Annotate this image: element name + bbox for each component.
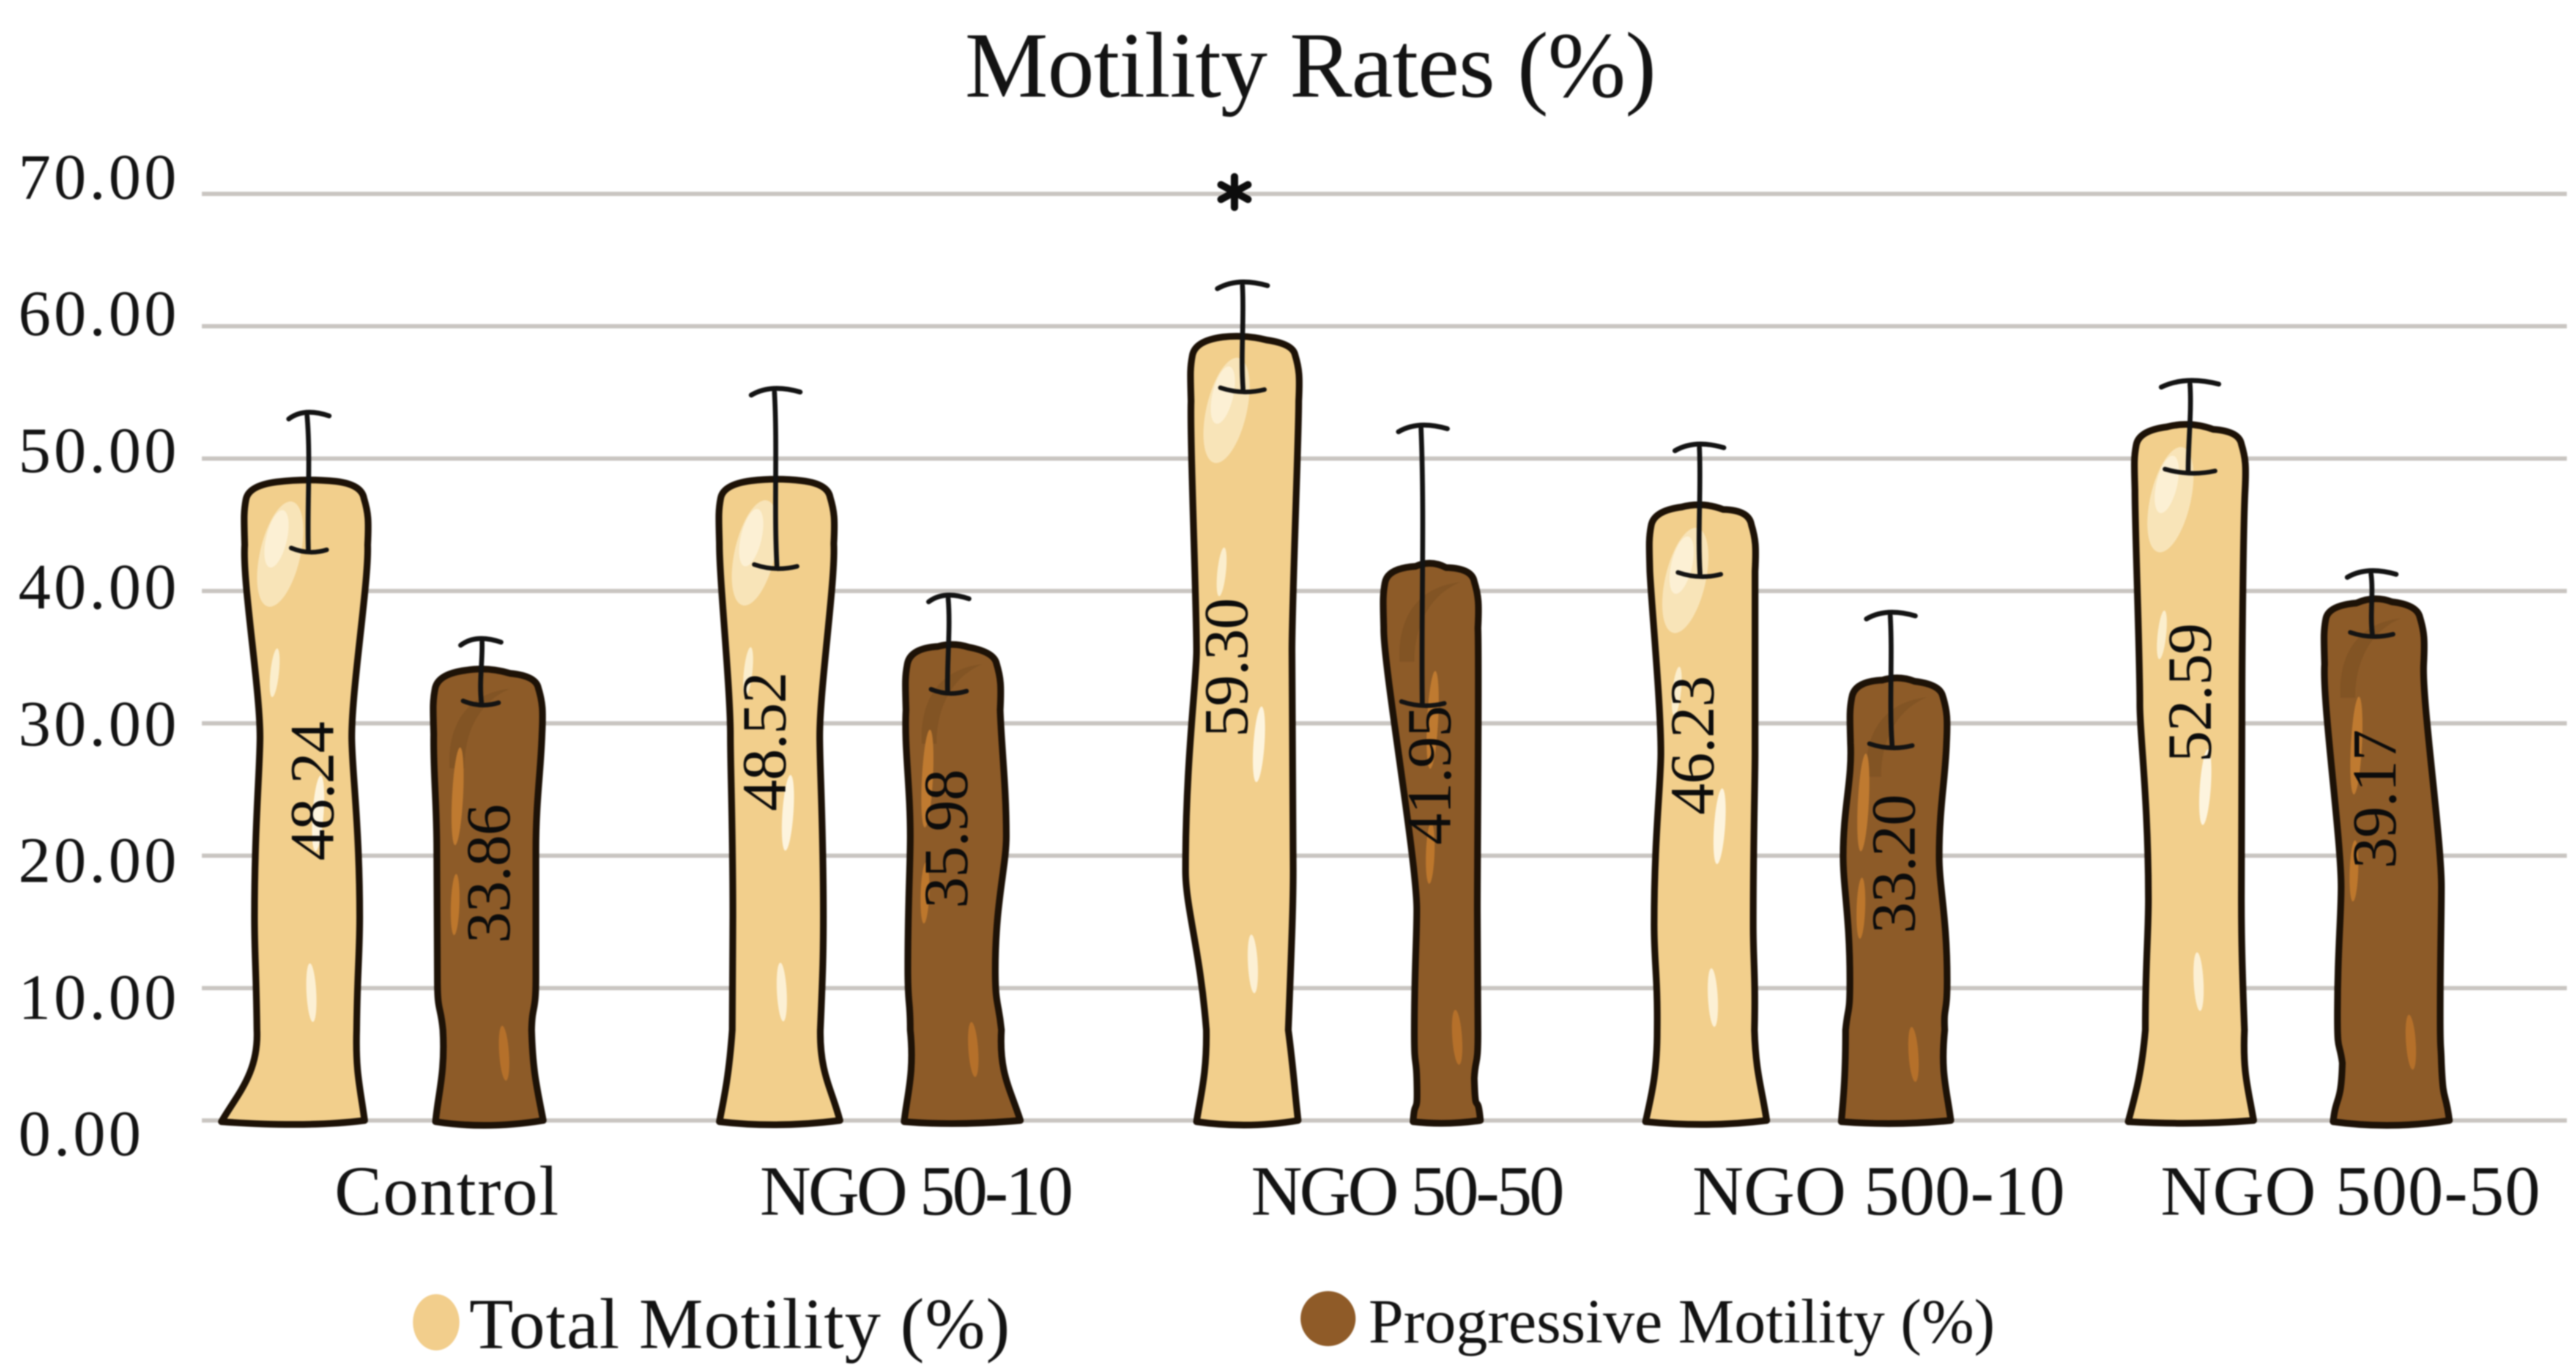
svg-text:39.17: 39.17 bbox=[2340, 730, 2410, 869]
svg-text:30.00: 30.00 bbox=[18, 688, 180, 760]
svg-text:50.00: 50.00 bbox=[18, 415, 180, 486]
svg-text:46.23: 46.23 bbox=[1658, 676, 1728, 815]
svg-text:NGO 500-10: NGO 500-10 bbox=[1693, 1152, 2065, 1231]
svg-text:0.00: 0.00 bbox=[18, 1098, 144, 1169]
svg-text:Progressive Motility (%): Progressive Motility (%) bbox=[1368, 1287, 1995, 1357]
svg-text:Total Motility (%): Total Motility (%) bbox=[469, 1284, 1011, 1364]
svg-text:20.00: 20.00 bbox=[18, 824, 180, 896]
svg-text:35.98: 35.98 bbox=[911, 770, 981, 909]
svg-text:Motility Rates (%): Motility Rates (%) bbox=[965, 14, 1655, 117]
svg-text:10.00: 10.00 bbox=[18, 961, 180, 1033]
svg-text:NGO 500-50: NGO 500-50 bbox=[2161, 1152, 2541, 1231]
svg-text:33.86: 33.86 bbox=[454, 805, 524, 944]
svg-text:48.24: 48.24 bbox=[278, 722, 347, 861]
svg-text:52.59: 52.59 bbox=[2155, 624, 2225, 763]
svg-text:59.30: 59.30 bbox=[1192, 599, 1261, 738]
svg-text:41.95: 41.95 bbox=[1395, 706, 1464, 845]
svg-text:70.00: 70.00 bbox=[18, 141, 180, 213]
svg-text:NGO 50-50: NGO 50-50 bbox=[1251, 1152, 1562, 1231]
svg-text:48.52: 48.52 bbox=[730, 673, 800, 812]
svg-text:NGO 50-10: NGO 50-10 bbox=[760, 1152, 1071, 1231]
svg-text:60.00: 60.00 bbox=[18, 278, 180, 349]
svg-text:40.00: 40.00 bbox=[18, 551, 180, 623]
svg-text:33.20: 33.20 bbox=[1859, 795, 1929, 934]
svg-text:Control: Control bbox=[335, 1152, 560, 1231]
